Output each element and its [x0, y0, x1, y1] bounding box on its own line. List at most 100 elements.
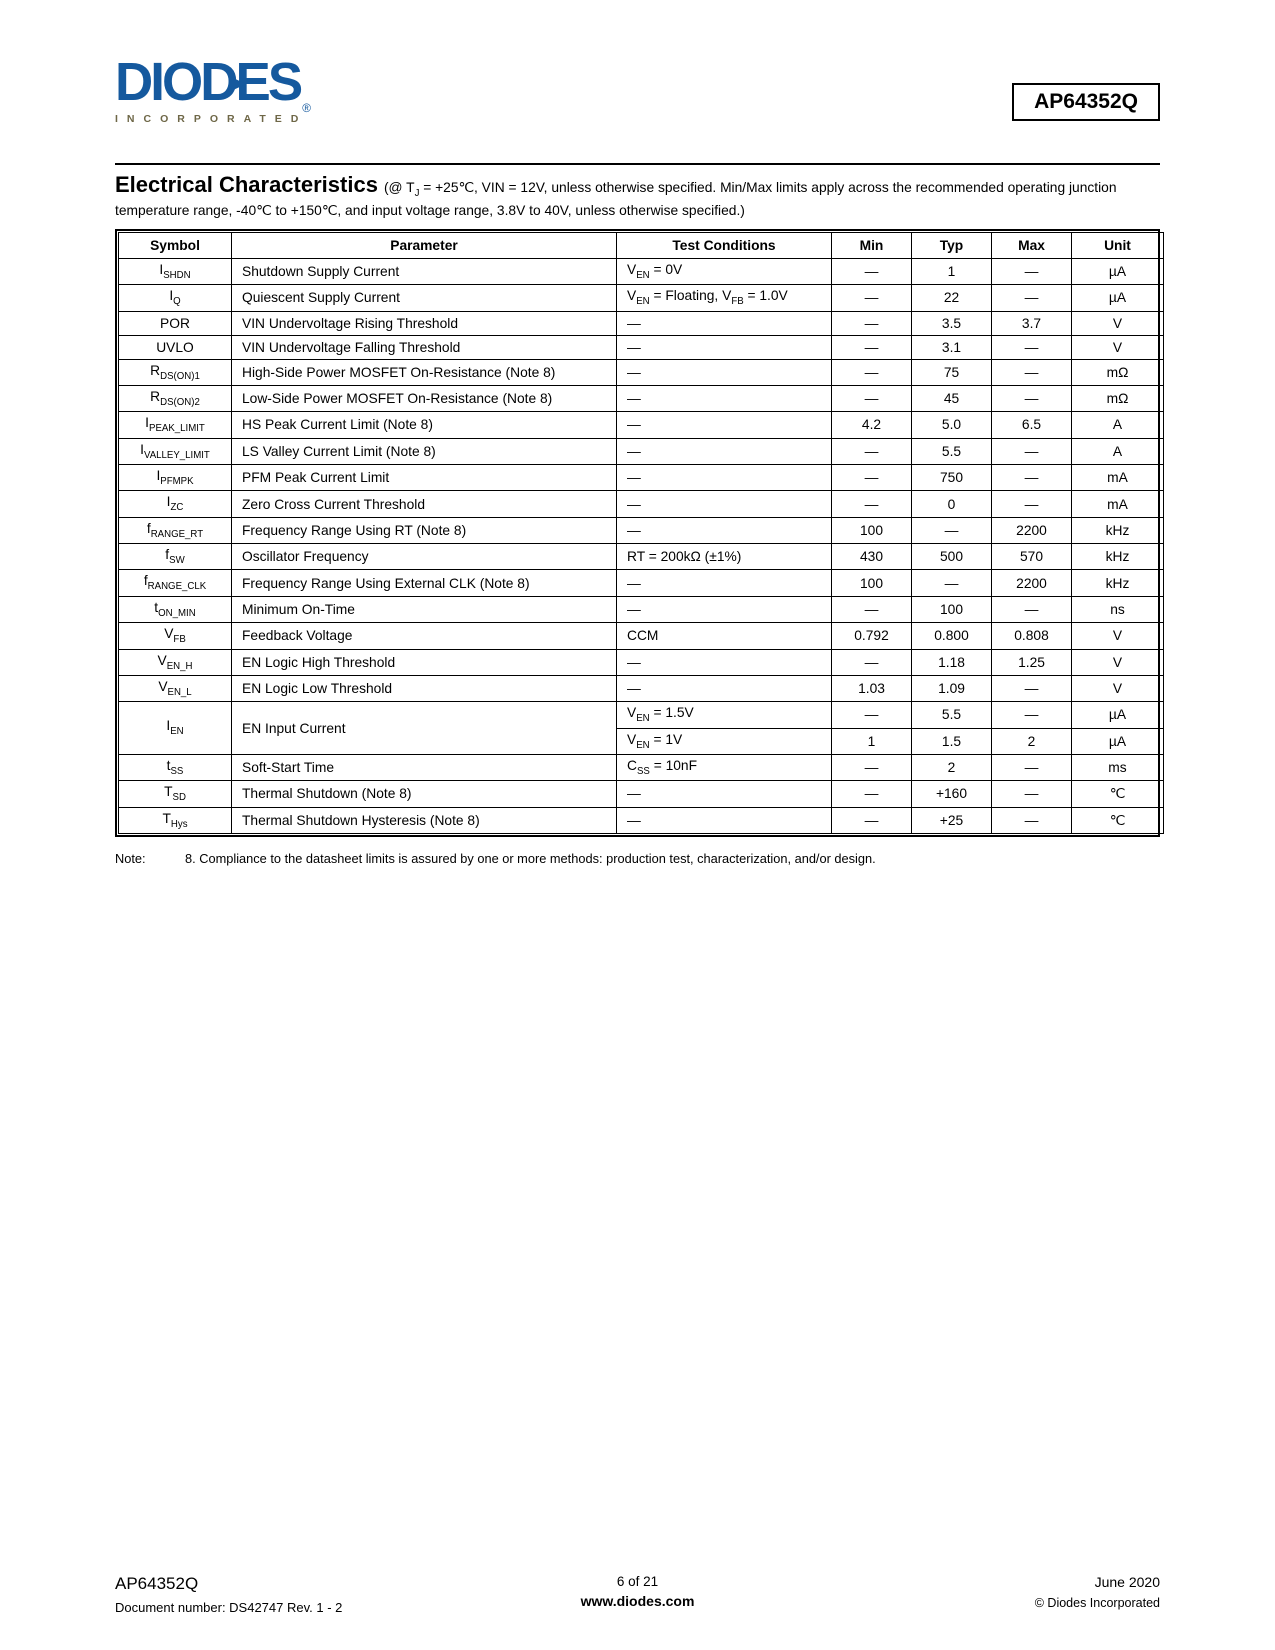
unit-cell: mΩ: [1071, 358, 1164, 386]
parameter-cell: Minimum On-Time: [231, 595, 617, 624]
parameter-cell: Oscillator Frequency: [231, 543, 617, 571]
min-cell: —: [831, 780, 912, 808]
max-cell: —: [991, 334, 1072, 360]
symbol-cell: THys: [118, 806, 232, 835]
col-header-typ: Typ: [911, 231, 992, 259]
note-label: Note:: [115, 851, 146, 867]
diodes-logo: DIODES ® INCORPORATED: [115, 55, 355, 125]
symbol-cell: VEN_L: [118, 674, 232, 703]
min-cell: —: [831, 334, 912, 360]
logo-wordmark: DIODES ®: [115, 55, 311, 114]
footer-document-number: Document number: DS42747 Rev. 1 - 2: [115, 1600, 343, 1615]
parameter-cell: Zero Cross Current Threshold: [231, 490, 617, 518]
max-cell: 1.25: [991, 648, 1072, 676]
typ-cell: 1.5: [911, 727, 992, 756]
unit-cell: V: [1071, 674, 1164, 703]
electrical-characteristics-section: Electrical Characteristics (@ TJ = +25℃, …: [115, 163, 1164, 866]
footer-center: 6 of 21 www.diodes.com: [115, 1574, 1160, 1609]
table-row: IPEAK_LIMIT HS Peak Current Limit (Note 8…: [118, 411, 1164, 439]
page-header: DIODES ® INCORPORATED AP64352Q: [115, 55, 1160, 145]
symbol-cell: IEN: [118, 701, 232, 755]
max-cell: 3.7: [991, 310, 1072, 336]
unit-cell: mA: [1071, 464, 1164, 492]
typ-cell: —: [911, 569, 992, 597]
symbol-cell: POR: [118, 310, 232, 336]
parameter-cell: HS Peak Current Limit (Note 8): [231, 411, 617, 439]
max-cell: —: [991, 464, 1072, 492]
min-cell: —: [831, 806, 912, 835]
test-conditions-cell: —: [616, 806, 832, 835]
min-cell: 4.2: [831, 411, 912, 439]
table-row: VEN = 1V 1 1.5 2 µA: [119, 727, 1164, 756]
typ-cell: 75: [911, 358, 992, 386]
col-header-parameter: Parameter: [231, 231, 617, 259]
max-cell: 2: [991, 727, 1072, 756]
unit-cell: mΩ: [1071, 384, 1164, 413]
table-row: IQ Quiescent Supply Current VEN = Floating…: [118, 284, 1164, 312]
max-cell: —: [991, 437, 1072, 466]
test-conditions-cell: —: [616, 464, 832, 492]
parameter-cell: Soft-Start Time: [231, 753, 617, 782]
test-conditions-cell: VEN = 1V: [616, 727, 832, 756]
col-header-min: Min: [831, 231, 912, 259]
symbol-cell: tSS: [118, 753, 232, 782]
footer-website-link[interactable]: www.diodes.com: [580, 1593, 695, 1609]
test-conditions-cell: RT = 200kΩ (±1%): [616, 543, 832, 571]
note-block: Note: 8. Compliance to the datasheet lim…: [115, 851, 1160, 866]
min-cell: —: [831, 310, 912, 336]
max-cell: —: [991, 358, 1072, 386]
col-header-symbol: Symbol: [118, 231, 232, 259]
max-cell: —: [991, 701, 1072, 729]
typ-cell: 2: [911, 753, 992, 782]
min-cell: —: [831, 753, 912, 782]
unit-cell: A: [1071, 411, 1164, 439]
table-row: IZC Zero Cross Current Threshold — —0— mA: [118, 490, 1164, 518]
typ-cell: 5.5: [911, 437, 992, 466]
test-conditions-cell: —: [616, 310, 832, 336]
test-conditions-cell: —: [616, 411, 832, 439]
parameter-cell: EN Input Current: [231, 701, 617, 755]
logo-incorporated-label: INCORPORATED: [115, 113, 308, 125]
table-row: TSD Thermal Shutdown (Note 8) — — +160— ℃: [118, 780, 1164, 808]
test-conditions-cell: —: [616, 674, 832, 703]
max-cell: 0.808: [991, 622, 1072, 650]
unit-cell: µA: [1071, 727, 1164, 756]
typ-cell: 750: [911, 464, 992, 492]
symbol-cell: fRANGE_CLK: [118, 569, 232, 597]
min-cell: 430: [831, 543, 912, 571]
symbol-cell: ISHDN: [118, 257, 232, 286]
part-number: AP64352Q: [1034, 90, 1138, 113]
max-cell: —: [991, 674, 1072, 703]
page-footer: AP64352Q Document number: DS42747 Rev. 1…: [115, 1574, 1160, 1624]
test-conditions-cell: VEN = 0V: [616, 257, 832, 286]
parameter-cell: Frequency Range Using RT (Note 8): [231, 516, 617, 545]
min-cell: 1: [831, 727, 912, 756]
table-row: THys Thermal Shutdown Hysteresis (Note 8)…: [118, 806, 1164, 835]
footer-left: AP64352Q Document number: DS42747 Rev. 1…: [115, 1574, 342, 1615]
min-cell: —: [831, 384, 912, 413]
unit-cell: V: [1071, 648, 1164, 676]
unit-cell: µA: [1071, 701, 1164, 729]
max-cell: —: [991, 257, 1072, 286]
min-cell: —: [831, 437, 912, 466]
part-number-box: AP64352Q: [1012, 83, 1160, 121]
header-row: Symbol Parameter Test Conditions Min Typ…: [118, 231, 1164, 259]
test-conditions-cell: —: [616, 334, 832, 360]
unit-cell: kHz: [1071, 543, 1164, 571]
symbol-cell: IPFMPK: [118, 464, 232, 492]
unit-cell: ℃: [1071, 806, 1164, 835]
typ-cell: —: [911, 516, 992, 545]
footer-date: June 2020: [1094, 1574, 1160, 1590]
test-conditions-cell: —: [616, 595, 832, 624]
col-header-test-conditions: Test Conditions: [616, 231, 832, 259]
test-conditions-cell: —: [616, 648, 832, 676]
symbol-cell: IZC: [118, 490, 232, 518]
test-conditions-cell: VEN = Floating, VFB = 1.0V: [616, 284, 832, 312]
min-cell: —: [831, 595, 912, 624]
ec-table-head: Symbol Parameter Test Conditions Min Typ…: [118, 231, 1164, 259]
table-row: fSW Oscillator Frequency RT = 200kΩ (±1%) 4…: [118, 543, 1164, 571]
max-cell: —: [991, 284, 1072, 312]
typ-cell: 0.800: [911, 622, 992, 650]
symbol-cell: VEN_H: [118, 648, 232, 676]
